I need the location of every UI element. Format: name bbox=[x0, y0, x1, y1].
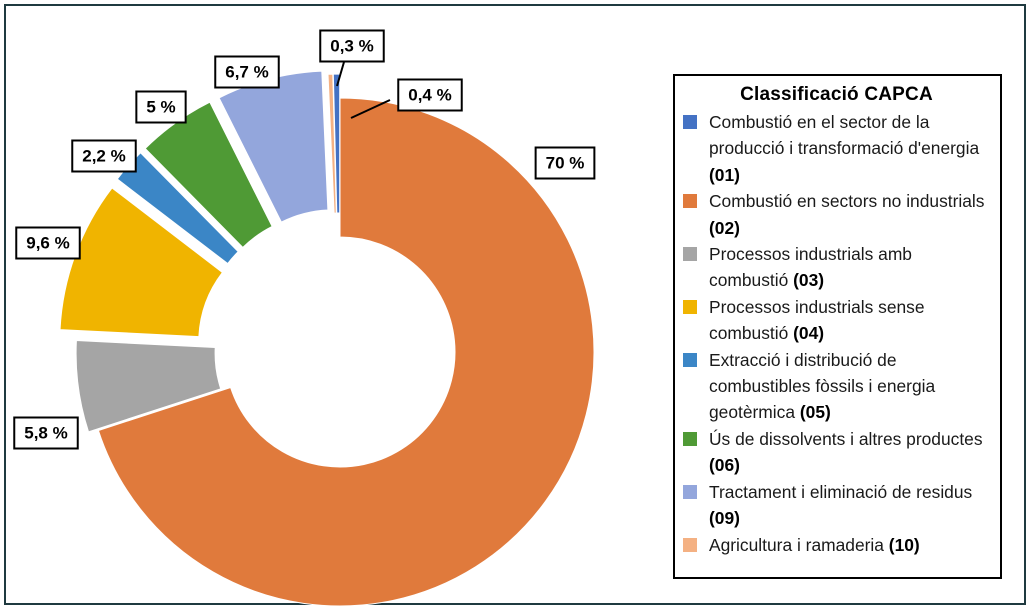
legend-swatch bbox=[683, 352, 697, 367]
legend-item-02: Combustió en sectors no industrials (02) bbox=[683, 188, 990, 241]
legend-label: Agricultura i ramaderia bbox=[709, 534, 884, 555]
legend-title: Classificació CAPCA bbox=[740, 84, 933, 105]
legend-code: (04) bbox=[793, 323, 825, 344]
data-label-04: 9,6 % bbox=[15, 226, 81, 260]
legend-label: Ús de dissolvents i altres productes bbox=[709, 428, 983, 449]
legend-item-10: Agricultura i ramaderia (10) bbox=[683, 532, 990, 558]
legend-label: Processos industrials sense combustió bbox=[709, 296, 925, 344]
data-label-text: 2,2 % bbox=[82, 147, 125, 166]
legend-label: Extracció i distribució de combustibles … bbox=[709, 349, 936, 423]
data-label-text: 0,4 % bbox=[408, 86, 451, 105]
legend-swatch bbox=[683, 299, 697, 314]
data-label-06: 5 % bbox=[135, 90, 187, 124]
data-label-text: 70 % bbox=[546, 154, 585, 173]
legend-item-09: Tractament i eliminació de residus (09) bbox=[683, 479, 990, 532]
data-label-text: 5,8 % bbox=[24, 424, 67, 443]
legend-code: (10) bbox=[888, 534, 920, 555]
data-label-text: 6,7 % bbox=[225, 63, 268, 82]
slice-03 bbox=[75, 340, 222, 433]
legend-swatch bbox=[683, 484, 697, 499]
leader-line-01 bbox=[350, 99, 391, 119]
data-label-text: 9,6 % bbox=[26, 234, 69, 253]
data-label-box bbox=[397, 78, 463, 112]
data-label-box bbox=[319, 29, 385, 63]
data-label-05: 2,2 % bbox=[71, 139, 137, 173]
slice-02 bbox=[97, 97, 595, 607]
data-label-box bbox=[534, 146, 596, 180]
legend-swatch bbox=[683, 537, 697, 552]
data-label-box bbox=[214, 55, 280, 89]
slice-01 bbox=[332, 73, 341, 214]
data-label-box bbox=[71, 139, 137, 173]
slice-04 bbox=[59, 187, 224, 338]
legend-code: (05) bbox=[799, 402, 831, 423]
data-label-text: 5 % bbox=[146, 98, 175, 117]
legend-swatch bbox=[683, 431, 697, 446]
data-label-text: 0,3 % bbox=[330, 37, 373, 56]
legend-item-05: Extracció i distribució de combustibles … bbox=[683, 347, 990, 426]
chart-frame: 70 % 5,8 % 9,6 % 2,2 % 5 % 6,7 % 0,3 % 0,4 % Cl… bbox=[4, 4, 1026, 607]
legend-code: (02) bbox=[709, 217, 740, 238]
data-label-02: 70 % bbox=[534, 146, 596, 180]
legend-item-03: Processos industrials amb combustió (03) bbox=[683, 241, 990, 294]
slice-10 bbox=[327, 73, 337, 214]
legend-code: (03) bbox=[793, 270, 825, 291]
legend-item-01: Combustió en el sector de la producció i… bbox=[683, 109, 990, 188]
legend-code: (01) bbox=[709, 164, 740, 185]
legend-swatch bbox=[683, 247, 697, 262]
legend-code: (09) bbox=[709, 508, 740, 529]
slice-06 bbox=[144, 101, 273, 249]
legend-label: Processos industrials amb combustió bbox=[709, 244, 912, 291]
legend-label: Combustió en sectors no industrials bbox=[709, 191, 985, 212]
legend-code: (06) bbox=[709, 455, 740, 476]
legend-label: Tractament i eliminació de residus bbox=[709, 481, 973, 502]
data-label-box bbox=[13, 416, 79, 450]
legend-item-06: Ús de dissolvents i altres productes (06… bbox=[683, 426, 990, 479]
legend-swatch bbox=[683, 115, 697, 129]
legend-item-04: Processos industrials sense combustió (0… bbox=[683, 294, 990, 347]
data-label-09: 6,7 % bbox=[214, 55, 280, 89]
donut-chart: 70 % 5,8 % 9,6 % 2,2 % 5 % 6,7 % 0,3 % 0,4 % bbox=[13, 29, 596, 607]
legend-label: Combustió en el sector de la producció i… bbox=[709, 112, 980, 159]
data-label-10: 0,3 % bbox=[319, 29, 385, 63]
legend: Classificació CAPCA Combustió en el sect… bbox=[673, 74, 1002, 579]
leader-line-10 bbox=[336, 61, 345, 87]
data-label-03: 5,8 % bbox=[13, 416, 79, 450]
data-label-box bbox=[135, 90, 187, 124]
data-label-01: 0,4 % bbox=[397, 78, 463, 112]
legend-swatch bbox=[683, 194, 697, 209]
data-label-box bbox=[15, 226, 81, 260]
